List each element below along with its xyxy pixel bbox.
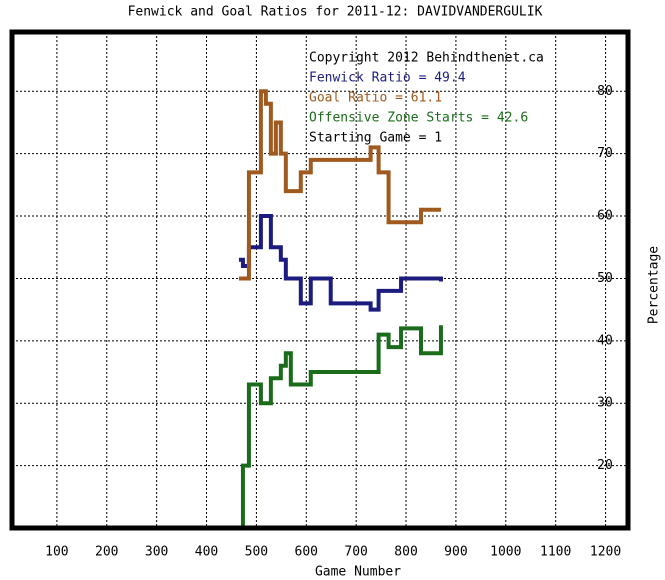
annotation: Copyright 2012 Behindthenet.ca xyxy=(309,51,544,66)
x-tick-label: 300 xyxy=(145,545,168,560)
y-tick-label: 40 xyxy=(597,333,613,348)
x-tick-label: 800 xyxy=(394,545,417,560)
x-tick-label: 900 xyxy=(444,545,467,560)
series-line xyxy=(238,214,443,312)
annotation: Starting Game = 1 xyxy=(309,131,442,146)
legend-entry: Offensive Zone Starts = 42.6 xyxy=(309,111,528,126)
x-tick-label: 1000 xyxy=(490,545,521,560)
x-tick-label: 1100 xyxy=(540,545,571,560)
legend-entry: Goal Ratio = 61.1 xyxy=(309,91,442,106)
x-tick-label: 1200 xyxy=(590,545,621,560)
y-tick-label: 50 xyxy=(597,271,613,286)
y-tick-label: 70 xyxy=(597,146,613,161)
x-axis-label: Game Number xyxy=(315,565,401,580)
y-tick-label: 60 xyxy=(597,209,613,224)
series-line xyxy=(238,89,441,281)
y-tick-label: 80 xyxy=(597,84,613,99)
x-tick-label: 100 xyxy=(45,545,68,560)
x-tick-label: 600 xyxy=(295,545,318,560)
series-line xyxy=(238,325,443,530)
y-tick-label: 20 xyxy=(597,458,613,473)
x-tick-label: 200 xyxy=(95,545,118,560)
x-tick-label: 500 xyxy=(245,545,268,560)
x-tick-label: 400 xyxy=(195,545,218,560)
legend-entry: Fenwick Ratio = 49.4 xyxy=(309,71,466,86)
plot-border xyxy=(9,29,631,531)
y-tick-label: 30 xyxy=(597,396,613,411)
x-tick-label: 700 xyxy=(344,545,367,560)
y-axis-label: Percentage xyxy=(647,246,662,324)
chart-title: Fenwick and Goal Ratios for 2011-12: DAV… xyxy=(128,5,543,20)
